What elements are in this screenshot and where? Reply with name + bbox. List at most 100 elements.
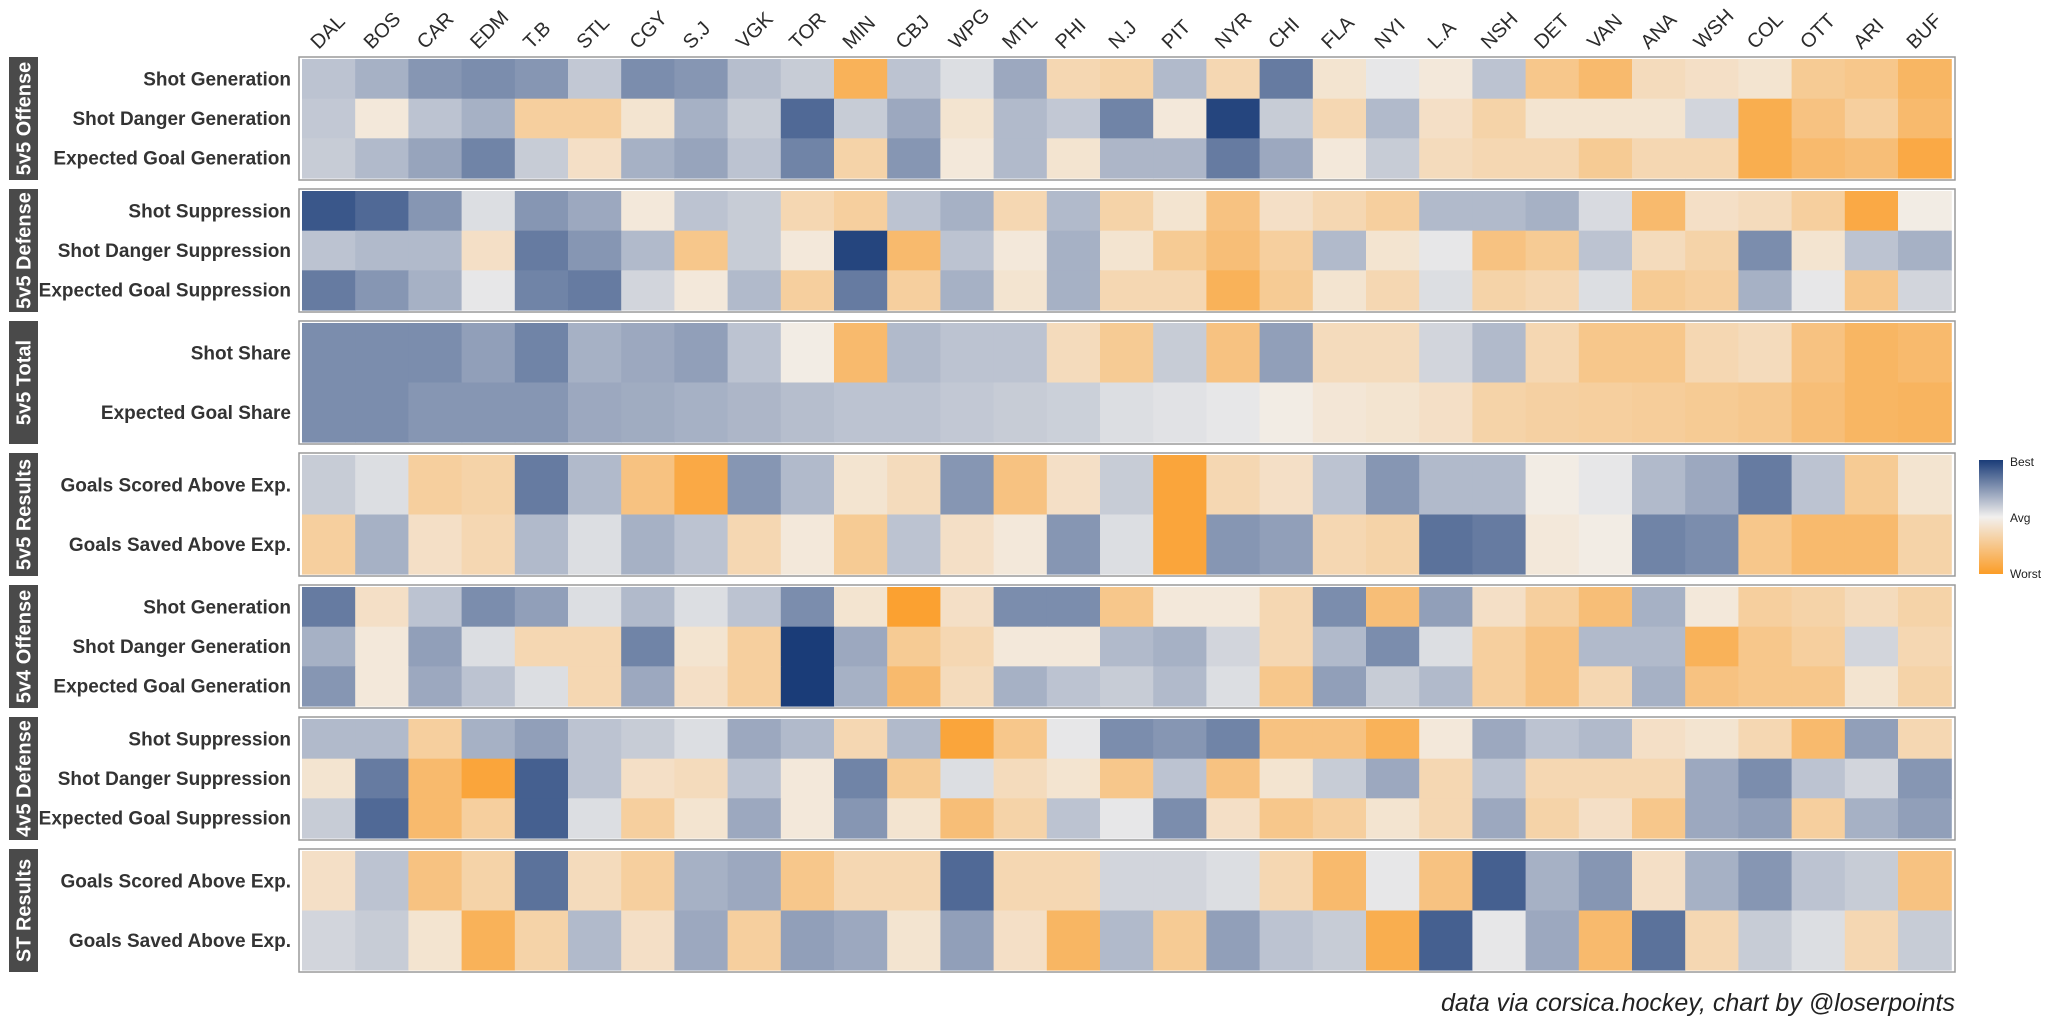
heatmap-cell bbox=[1525, 719, 1580, 760]
heatmap-cell bbox=[1046, 98, 1101, 139]
heatmap-cell bbox=[1206, 59, 1261, 100]
team-label: DAL bbox=[307, 10, 350, 53]
heatmap-cell bbox=[727, 514, 782, 575]
heatmap-cell bbox=[621, 191, 675, 232]
heatmap-cell bbox=[1685, 587, 1739, 628]
heatmap-cell bbox=[1419, 719, 1473, 760]
heatmap-cell bbox=[1898, 758, 1952, 799]
row-label: Expected Goal Share bbox=[101, 403, 291, 424]
heatmap-cell bbox=[834, 719, 888, 760]
heatmap-cell bbox=[1206, 138, 1261, 179]
heatmap-cell bbox=[1898, 191, 1952, 232]
heatmap-cell bbox=[1259, 98, 1314, 139]
heatmap-cell bbox=[1791, 191, 1846, 232]
heatmap-cell bbox=[780, 587, 835, 628]
heatmap-cell bbox=[1685, 798, 1739, 839]
heatmap-cell bbox=[674, 270, 729, 311]
heatmap-cell bbox=[1206, 514, 1261, 575]
heatmap-cell bbox=[1738, 230, 1793, 271]
heatmap-cell bbox=[1472, 514, 1527, 575]
heatmap-cell bbox=[514, 851, 569, 912]
heatmap-cell bbox=[1419, 798, 1473, 839]
legend-avg-label: Avg bbox=[2010, 511, 2030, 525]
heatmap-cell bbox=[1578, 758, 1633, 799]
heatmap-cell bbox=[1366, 191, 1420, 232]
heatmap-cell bbox=[780, 270, 835, 311]
heatmap-cell bbox=[780, 230, 835, 271]
heatmap-cell bbox=[355, 230, 409, 271]
heatmap-cell bbox=[461, 798, 516, 839]
heatmap-cell bbox=[621, 230, 675, 271]
heatmap-cell bbox=[408, 514, 463, 575]
heatmap-cell bbox=[1844, 910, 1899, 971]
heatmap-cell bbox=[355, 587, 409, 628]
facet-panel-border bbox=[298, 452, 1956, 577]
heatmap-cell bbox=[1366, 270, 1420, 311]
heatmap-cell bbox=[1259, 382, 1314, 443]
heatmap-cell bbox=[355, 98, 409, 139]
heatmap-cell bbox=[1472, 455, 1527, 516]
heatmap-cell bbox=[621, 59, 675, 100]
heatmap-cell bbox=[1153, 587, 1207, 628]
heatmap-cell bbox=[1153, 230, 1207, 271]
heatmap-cell bbox=[727, 758, 782, 799]
heatmap-cell bbox=[1898, 138, 1952, 179]
heatmap-cell bbox=[727, 191, 782, 232]
heatmap-cell bbox=[1685, 666, 1739, 707]
heatmap-cell bbox=[1844, 514, 1899, 575]
heatmap-cell bbox=[727, 138, 782, 179]
heatmap-cell bbox=[1791, 514, 1846, 575]
heatmap-cell bbox=[887, 910, 941, 971]
heatmap-cell bbox=[1366, 587, 1420, 628]
heatmap-cell bbox=[1791, 910, 1846, 971]
heatmap-cell bbox=[1419, 851, 1473, 912]
heatmap-cell bbox=[1898, 270, 1952, 311]
heatmap-cell bbox=[1472, 719, 1527, 760]
facet-panel: 5v4 Offense Shot Generation Shot Danger Ge… bbox=[9, 584, 1956, 709]
heatmap-cell bbox=[514, 230, 569, 271]
heatmap-cell bbox=[1419, 270, 1473, 311]
heatmap-cell bbox=[461, 270, 516, 311]
heatmap-cell bbox=[621, 666, 675, 707]
heatmap-cell bbox=[1844, 191, 1899, 232]
heatmap-cell bbox=[1153, 666, 1207, 707]
heatmap-cell bbox=[887, 719, 941, 760]
heatmap-cell bbox=[1312, 910, 1367, 971]
heatmap-cell bbox=[1046, 138, 1101, 179]
heatmap-cell bbox=[514, 666, 569, 707]
heatmap-cell bbox=[940, 719, 995, 760]
heatmap-cell bbox=[1472, 59, 1527, 100]
heatmap-cell bbox=[1259, 851, 1314, 912]
heatmap-cell bbox=[727, 270, 782, 311]
heatmap-cell bbox=[727, 230, 782, 271]
heatmap-cell bbox=[1738, 626, 1793, 667]
heatmap-cell bbox=[1419, 59, 1473, 100]
heatmap-cell bbox=[1844, 138, 1899, 179]
facet-panel-border bbox=[298, 716, 1956, 841]
heatmap-cell bbox=[461, 719, 516, 760]
team-label: STL bbox=[573, 12, 614, 53]
heatmap-cell bbox=[1525, 382, 1580, 443]
heatmap-cell bbox=[674, 626, 729, 667]
facet-strip bbox=[9, 57, 38, 180]
heatmap-cell bbox=[780, 626, 835, 667]
heatmap-cell bbox=[355, 59, 409, 100]
heatmap-cell bbox=[1632, 230, 1686, 271]
team-label: N.J bbox=[1105, 17, 1142, 54]
heatmap-cell bbox=[1366, 758, 1420, 799]
heatmap-cell bbox=[1419, 191, 1473, 232]
heatmap-cell bbox=[1898, 666, 1952, 707]
heatmap-cell bbox=[993, 191, 1048, 232]
heatmap-cell bbox=[1472, 666, 1527, 707]
heatmap-cell bbox=[1844, 98, 1899, 139]
heatmap-cell bbox=[1366, 666, 1420, 707]
heatmap-cell bbox=[780, 455, 835, 516]
heatmap-cell bbox=[1153, 382, 1207, 443]
facet-label: 5v5 Offense bbox=[14, 62, 36, 175]
team-labels: DAL BOS CAR EDM T.B STL CGY S.J VGK TOR MIN CBJ WPG M… bbox=[307, 4, 1947, 53]
heatmap-cell bbox=[1632, 851, 1686, 912]
heatmap-cell bbox=[1844, 382, 1899, 443]
heatmap-cell bbox=[1206, 270, 1261, 311]
heatmap-cell bbox=[1791, 851, 1846, 912]
heatmap-cell bbox=[940, 455, 995, 516]
